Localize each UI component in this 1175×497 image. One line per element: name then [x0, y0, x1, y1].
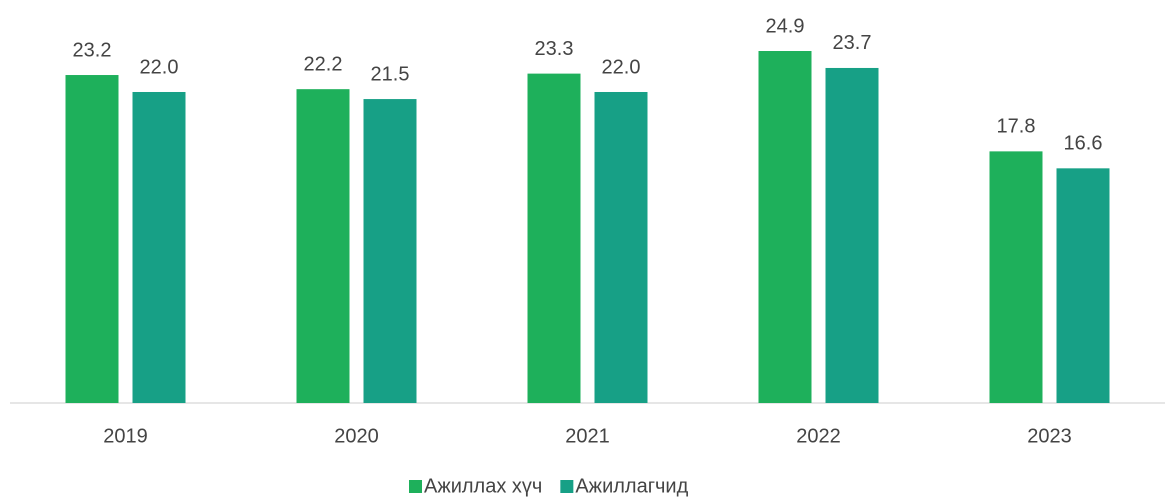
data-label: 23.3 — [535, 38, 574, 60]
data-label: 22.0 — [602, 56, 641, 78]
data-label: 17.8 — [997, 116, 1036, 138]
legend-swatch — [409, 480, 422, 493]
x-tick-label: 2023 — [1027, 425, 1072, 447]
data-label: 24.9 — [766, 15, 805, 37]
bar — [296, 89, 350, 404]
bar — [65, 75, 119, 403]
bar — [758, 51, 812, 403]
x-tick-label: 2022 — [796, 425, 841, 447]
data-label: 22.2 — [304, 53, 343, 75]
data-label: 23.2 — [73, 39, 112, 61]
data-label: 22.0 — [140, 56, 179, 78]
legend-swatch — [560, 480, 574, 493]
bar — [527, 73, 581, 404]
x-tick-label: 2021 — [565, 425, 610, 447]
bar — [1056, 168, 1110, 403]
x-tick-label: 2019 — [103, 425, 148, 447]
data-label: 23.7 — [833, 32, 872, 54]
bar — [594, 91, 648, 404]
x-tick-label: 2020 — [334, 425, 379, 447]
bar — [363, 99, 417, 403]
legend-label: Ажиллах хүч — [424, 475, 542, 497]
data-label: 16.6 — [1064, 133, 1103, 155]
bar — [989, 151, 1043, 403]
legend-label: Ажиллагчид — [575, 475, 688, 497]
data-label: 21.5 — [371, 63, 410, 85]
bar — [132, 91, 186, 404]
bar — [825, 67, 879, 403]
